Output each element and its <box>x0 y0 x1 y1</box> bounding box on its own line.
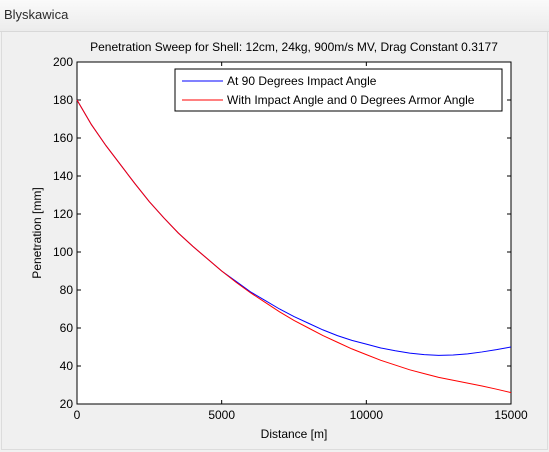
y-tick-label: 40 <box>60 359 74 373</box>
x-tick-label: 5000 <box>208 408 235 422</box>
legend: At 90 Degrees Impact Angle With Impact A… <box>174 68 503 112</box>
axis-ticks: 0 5000 10000 15000 20 40 60 80 100 120 140 160 180 20… <box>53 55 528 422</box>
y-tick-label: 80 <box>60 283 74 297</box>
legend-label-series-2: With Impact Angle and 0 Degrees Armor An… <box>227 93 475 107</box>
y-tick-label: 120 <box>53 207 73 221</box>
y-tick-label: 100 <box>53 245 73 259</box>
legend-box <box>174 68 503 112</box>
x-tick-label: 15000 <box>494 408 528 422</box>
y-axis-label: Penetration [mm] <box>30 187 44 278</box>
y-tick-label: 200 <box>53 55 73 69</box>
plot-area <box>76 61 512 405</box>
x-axis-label: Distance [m] <box>261 427 328 441</box>
series-line-2 <box>76 99 512 394</box>
y-tick-label: 180 <box>53 93 73 107</box>
chart-title: Penetration Sweep for Shell: 12cm, 24kg,… <box>90 40 498 54</box>
window-header: Blyskawica <box>0 0 549 32</box>
chart-svg: 0 5000 10000 15000 20 40 60 80 100 120 140 160 180 20… <box>30 40 528 441</box>
window-title: Blyskawica <box>4 7 69 22</box>
y-tick-label: 160 <box>53 131 73 145</box>
x-tick-label: 0 <box>74 408 81 422</box>
x-tick-label: 10000 <box>350 408 384 422</box>
figure-panel: 0 5000 10000 15000 20 40 60 80 100 120 140 160 180 20… <box>1 32 548 450</box>
series-lines <box>76 99 512 394</box>
y-tick-label: 60 <box>60 321 74 335</box>
legend-label-series-1: At 90 Degrees Impact Angle <box>227 74 377 88</box>
y-tick-label: 20 <box>60 397 74 411</box>
y-tick-label: 140 <box>53 169 73 183</box>
